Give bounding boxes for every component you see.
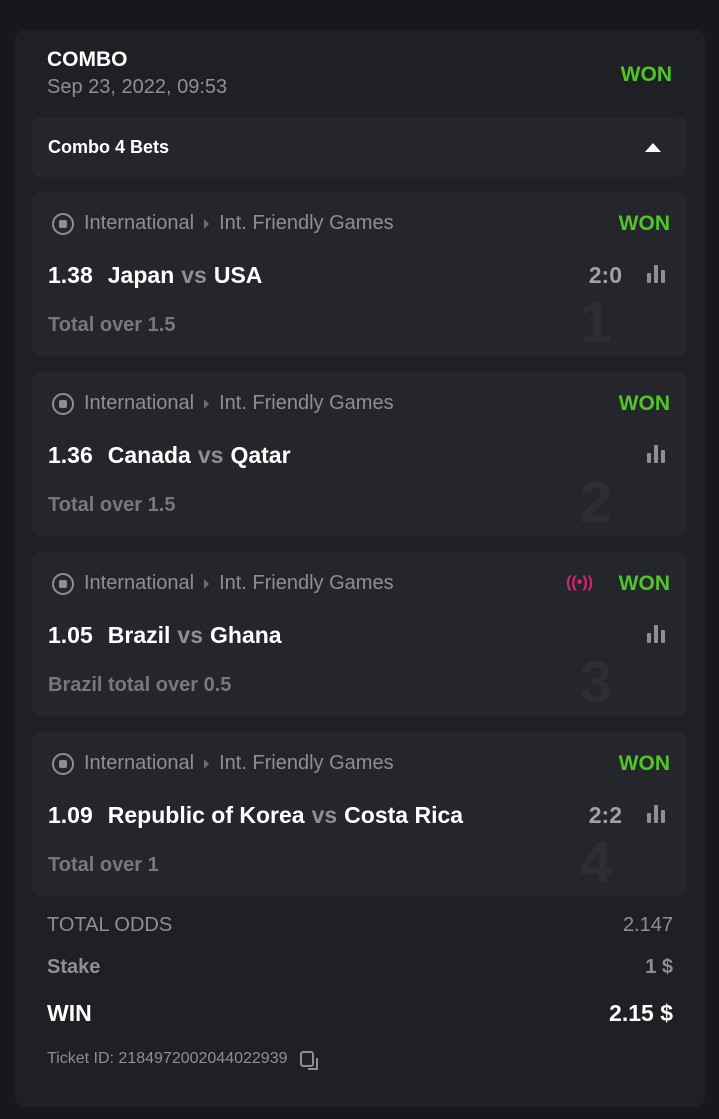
total-odds-label: TOTAL ODDS xyxy=(47,914,173,936)
score: 2:2 xyxy=(588,802,622,828)
home-team: Brazil xyxy=(107,622,171,648)
total-odds-row: TOTAL ODDS 2.147 xyxy=(47,914,673,937)
breadcrumb: International Int. Friendly Games xyxy=(52,392,394,415)
combo-label: Combo 4 Bets xyxy=(48,137,170,157)
score: 2:0 xyxy=(588,262,622,288)
match: 1.38 Japan vs USA xyxy=(48,262,262,289)
stats-icon[interactable] xyxy=(647,805,665,823)
market: Brazil total over 0.5 xyxy=(48,674,232,696)
breadcrumb: International Int. Friendly Games xyxy=(52,752,394,775)
live-broadcast-icon: ((•)) xyxy=(566,574,593,591)
market: Total over 1 xyxy=(48,854,159,876)
win-label: WIN xyxy=(47,1000,92,1026)
market: Total over 1.5 xyxy=(48,494,176,516)
event-number: 4 xyxy=(579,830,612,895)
event-card[interactable]: 3 International Int. Friendly Games ((•))… xyxy=(32,552,687,716)
event-status: WON xyxy=(618,212,670,235)
category: International xyxy=(84,752,195,774)
bet-card: COMBO Sep 23, 2022, 09:53 WON Combo 4 Be… xyxy=(15,30,705,1107)
league: Int. Friendly Games xyxy=(219,392,394,414)
home-team: Republic of Korea xyxy=(107,802,305,828)
event-status: WON xyxy=(618,572,670,595)
away-team: Qatar xyxy=(230,442,291,468)
market: Total over 1.5 xyxy=(48,314,176,336)
stake-row: Stake 1 $ xyxy=(47,956,673,979)
category: International xyxy=(84,392,195,414)
match: 1.05 Brazil vs Ghana xyxy=(48,622,282,649)
odds: 1.05 xyxy=(48,622,93,648)
stake-label: Stake xyxy=(47,956,101,978)
league: Int. Friendly Games xyxy=(219,752,394,774)
chevron-up-icon[interactable] xyxy=(645,143,661,152)
vs: vs xyxy=(177,622,203,648)
ticket-label: Ticket ID: xyxy=(47,1050,114,1067)
soccer-ball-icon xyxy=(52,212,74,235)
caret-right-icon xyxy=(204,218,210,229)
odds: 1.36 xyxy=(48,442,93,468)
ticket-id: Ticket ID: 2184972002044022939 xyxy=(47,1050,318,1070)
event-number: 2 xyxy=(579,470,612,535)
caret-right-icon xyxy=(204,578,210,589)
home-team: Japan xyxy=(107,262,175,288)
stake-value: 1 $ xyxy=(645,956,673,978)
event-card[interactable]: 2 International Int. Friendly Games WON 1… xyxy=(32,372,687,536)
ticket-number: 2184972002044022939 xyxy=(118,1050,288,1067)
odds: 1.09 xyxy=(48,802,93,828)
event-number: 3 xyxy=(579,650,612,715)
event-card[interactable]: 4 International Int. Friendly Games WON 1… xyxy=(32,732,687,896)
vs: vs xyxy=(181,262,207,288)
stats-icon[interactable] xyxy=(647,445,665,463)
win-row: WIN 2.15 $ xyxy=(47,1000,673,1027)
vs: vs xyxy=(197,442,224,468)
event-number: 1 xyxy=(579,290,612,355)
soccer-ball-icon xyxy=(52,392,74,415)
event-card[interactable]: 1 International Int. Friendly Games WON 1… xyxy=(32,192,687,356)
caret-right-icon xyxy=(204,758,210,769)
caret-right-icon xyxy=(204,398,210,409)
league: Int. Friendly Games xyxy=(219,572,394,594)
copy-icon[interactable] xyxy=(299,1051,318,1070)
bet-status: WON xyxy=(620,63,672,86)
vs: vs xyxy=(311,802,338,828)
odds: 1.38 xyxy=(48,262,93,288)
away-team: Costa Rica xyxy=(344,802,464,828)
total-odds-value: 2.147 xyxy=(622,914,673,936)
bet-type: COMBO xyxy=(47,48,128,71)
bet-date: Sep 23, 2022, 09:53 xyxy=(47,76,228,98)
home-team: Canada xyxy=(107,442,191,468)
breadcrumb: International Int. Friendly Games xyxy=(52,572,394,595)
match: 1.09 Republic of Korea vs Costa Rica xyxy=(48,802,463,829)
away-team: Ghana xyxy=(210,622,282,648)
event-status: WON xyxy=(618,392,670,415)
breadcrumb: International Int. Friendly Games xyxy=(52,212,394,235)
category: International xyxy=(84,572,195,594)
soccer-ball-icon xyxy=(52,572,74,595)
event-status: WON xyxy=(618,752,670,775)
stats-icon[interactable] xyxy=(647,265,665,283)
away-team: USA xyxy=(213,262,263,288)
stats-icon[interactable] xyxy=(647,625,665,643)
category: International xyxy=(84,212,195,234)
soccer-ball-icon xyxy=(52,752,74,775)
win-value: 2.15 $ xyxy=(609,1000,673,1026)
league: Int. Friendly Games xyxy=(219,212,394,234)
combo-toggle[interactable]: Combo 4 Bets xyxy=(32,117,687,177)
match: 1.36 Canada vs Qatar xyxy=(48,442,291,469)
